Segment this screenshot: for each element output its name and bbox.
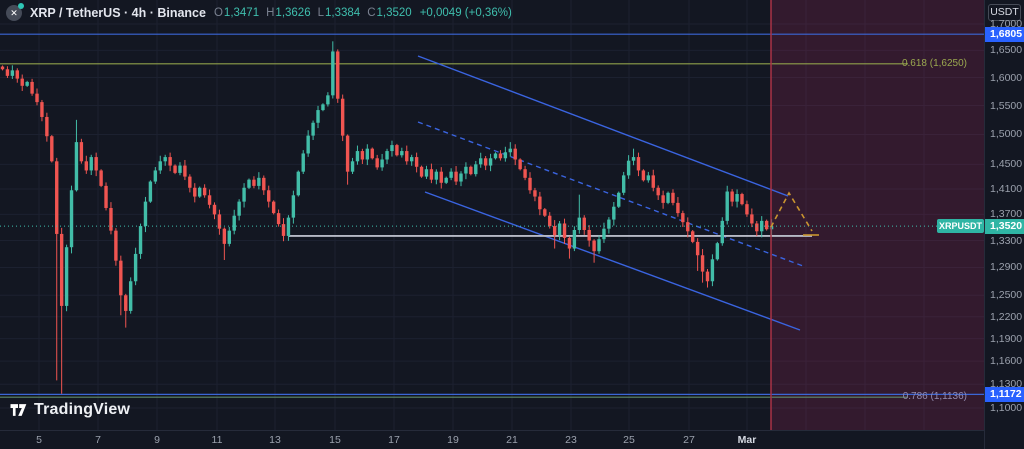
price-tick-label: 1,1900 [990, 332, 1023, 345]
price-tick-label: 1,4500 [990, 158, 1023, 171]
time-tick-label: 21 [506, 434, 518, 446]
time-tick-label: 5 [36, 434, 42, 446]
price-tick-label: 1,1600 [990, 355, 1023, 368]
price-tick-label: 1,4100 [990, 183, 1023, 196]
price-tick-label: 1,6000 [990, 71, 1023, 84]
price-tick-label: 1,5000 [990, 128, 1023, 141]
time-tick-label: 7 [95, 434, 101, 446]
fib-level-label: 0.786 (1,1136) [902, 391, 967, 403]
time-tick-label: 19 [447, 434, 459, 446]
price-change: +0,0049 (+0,36%) [419, 7, 512, 19]
low-value: L1,3384 [317, 7, 361, 19]
symbol-legend: ✕ XRP / TetherUS · 4h · Binance O1,3471 … [6, 3, 512, 21]
price-tick-label: 1,1000 [990, 402, 1023, 415]
symbol-title[interactable]: XRP / TetherUS · 4h · Binance [30, 6, 206, 20]
candlestick-canvas[interactable] [0, 0, 984, 430]
fib-level-label: 0.618 (1,6250) [901, 57, 967, 69]
time-tick-label: 25 [623, 434, 635, 446]
ohlc-values: O1,3471 H1,3626 L1,3384 C1,3520 [214, 7, 412, 19]
price-axis-tag: 1,6805 [985, 26, 1024, 42]
price-tick-label: 1,6500 [990, 44, 1023, 57]
tradingview-logo-text: TradingView [34, 401, 131, 418]
price-tick-label: 1,2900 [990, 261, 1023, 274]
price-axis[interactable]: USDT 1,7000 1,6500 1,6000 1,5500 1,5000 1,450… [984, 0, 1024, 449]
time-tick-label: 17 [388, 434, 400, 446]
time-tick-label: 11 [211, 434, 223, 446]
chart-plot-area[interactable]: ✕ XRP / TetherUS · 4h · Binance O1,3471 … [0, 0, 984, 430]
time-tick-label: Mar [737, 434, 757, 446]
time-axis[interactable]: 5 7 9 11 13 15 17 19 21 23 25 27 Mar [0, 430, 984, 449]
price-tick-label: 1,3700 [990, 208, 1023, 221]
xrp-logo-icon: ✕ [6, 3, 24, 21]
close-value: C1,3520 [367, 7, 412, 19]
time-tick-label: 27 [683, 434, 695, 446]
time-tick-label: 9 [154, 434, 160, 446]
price-axis-tag: 1,1172 [985, 386, 1024, 402]
tradingview-logo-icon [10, 404, 27, 416]
time-tick-label: 23 [565, 434, 577, 446]
open-value: O1,3471 [213, 7, 260, 19]
price-tick-label: 1,2500 [990, 289, 1023, 302]
currency-unit-badge[interactable]: USDT [988, 4, 1021, 21]
price-tick-label: 1,5500 [990, 99, 1023, 112]
price-tick-label: 1,2200 [990, 310, 1023, 323]
price-axis-tag: 1,3520 [985, 218, 1024, 234]
tradingview-logo[interactable]: TradingView [8, 400, 130, 420]
price-tick-label: 1,3300 [990, 234, 1023, 247]
time-tick-label: 13 [269, 434, 281, 446]
high-value: H1,3626 [266, 7, 311, 19]
symbol-price-tag: XRPUSDT [937, 219, 984, 233]
time-tick-label: 15 [329, 434, 341, 446]
